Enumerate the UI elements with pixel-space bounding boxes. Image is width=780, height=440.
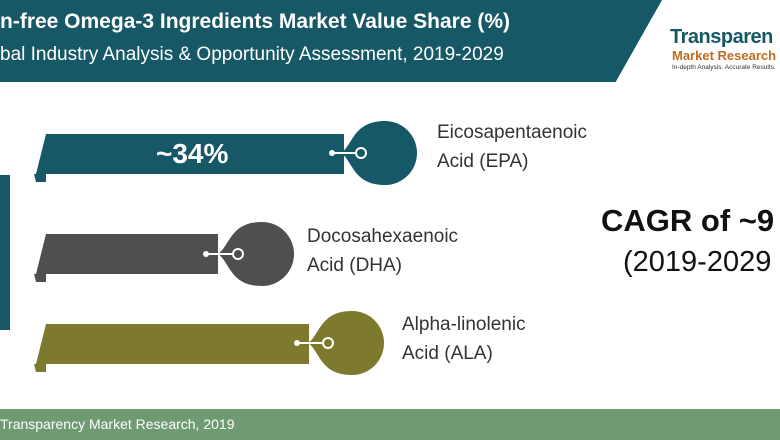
category-label-dha-line2: Acid (DHA) bbox=[307, 255, 403, 276]
cagr-title: CAGR of ~9 bbox=[601, 203, 775, 238]
chart-subtitle: bal Industry Analysis & Opportunity Asse… bbox=[0, 44, 504, 65]
category-label-epa: Eicosapentaenoic Acid (EPA) bbox=[437, 118, 587, 176]
chart-title: n-free Omega-3 Ingredients Market Value … bbox=[0, 10, 510, 33]
category-label-ala-line1: Alpha-linolenic bbox=[402, 314, 526, 335]
logo-tagline: In-depth Analysis. Accurate Results. bbox=[672, 64, 776, 71]
connector-ring-dha bbox=[232, 248, 244, 260]
bar-dha bbox=[36, 234, 218, 274]
header-band bbox=[0, 0, 662, 82]
connector-dot-epa bbox=[329, 150, 335, 156]
category-label-epa-line2: Acid (EPA) bbox=[437, 151, 529, 172]
connector-ring-ala bbox=[322, 337, 334, 349]
bubble-ala bbox=[308, 311, 384, 375]
category-label-ala-line2: Acid (ALA) bbox=[402, 343, 493, 364]
bar-epa bbox=[36, 134, 344, 174]
axis-spine bbox=[0, 175, 10, 330]
connector-dot-dha bbox=[203, 251, 209, 257]
cagr-period: (2019-2029 bbox=[623, 246, 772, 278]
data-label-epa: ~34% bbox=[156, 138, 228, 169]
connector-dot-ala bbox=[294, 340, 300, 346]
brand-logo: Transparen Market Research In-depth Anal… bbox=[670, 26, 780, 86]
bar-ala bbox=[36, 324, 309, 364]
footer-band: Transparency Market Research, 2019 bbox=[0, 409, 780, 440]
source-note: Transparency Market Research, 2019 bbox=[0, 416, 235, 432]
category-label-dha: Docosahexaenoic Acid (DHA) bbox=[307, 222, 458, 280]
logo-line-1: Transparen bbox=[670, 26, 773, 48]
logo-line-2: Market Research bbox=[672, 48, 777, 63]
connector-ring-epa bbox=[355, 147, 367, 159]
category-label-epa-line1: Eicosapentaenoic bbox=[437, 122, 587, 143]
cagr-callout: CAGR of ~9 (2019-2029 bbox=[601, 202, 775, 278]
bubble-dha bbox=[218, 222, 294, 286]
bar-stub-ala bbox=[34, 364, 46, 372]
bubble-epa bbox=[341, 121, 417, 185]
category-label-ala: Alpha-linolenic Acid (ALA) bbox=[402, 310, 526, 368]
category-label-dha-line1: Docosahexaenoic bbox=[307, 226, 459, 247]
bar-stub-dha bbox=[34, 274, 46, 282]
bar-stub-epa bbox=[34, 174, 46, 182]
